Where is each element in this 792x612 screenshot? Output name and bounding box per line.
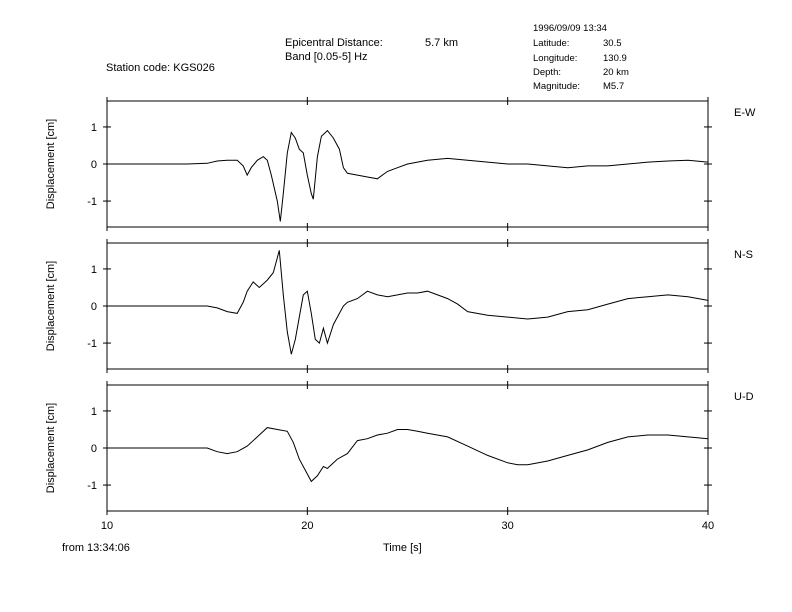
y-tick-label: 1 [91, 406, 97, 418]
station-code-value: KGS026 [173, 62, 215, 74]
depth-label: Depth: [533, 67, 561, 78]
x-tick-label: 30 [502, 520, 514, 532]
epicentral-distance-value: 5.7 km [425, 37, 459, 49]
band-label: Band [0.05-5] Hz [285, 51, 368, 63]
y-tick-label: 0 [91, 301, 97, 313]
y-tick-label: 1 [91, 264, 97, 276]
x-tick-label: 40 [702, 520, 714, 532]
component-label-ns: N-S [734, 249, 753, 261]
panel-ns: 1 0 -1 Displacement [cm] [45, 239, 712, 373]
y-tick-label: 0 [91, 159, 97, 171]
y-tick-label: 1 [91, 122, 97, 134]
start-time-label: from 13:34:06 [62, 542, 130, 554]
depth-value: 20 km [603, 67, 629, 78]
x-tick-label: 10 [101, 520, 113, 532]
y-tick-label: -1 [87, 196, 97, 208]
latitude-label: Latitude: [533, 38, 570, 49]
longitude-label: Longitude: [533, 53, 578, 64]
y-axis-label: Displacement [cm] [45, 119, 57, 209]
waveform-ud [107, 427, 709, 483]
latitude-value: 30.5 [603, 38, 622, 49]
y-tick-label: -1 [87, 338, 97, 350]
station-code: Station code: KGS026 [106, 63, 215, 74]
x-tick-label: 20 [301, 520, 313, 532]
y-tick-label: 0 [91, 443, 97, 455]
x-axis-label: Time [s] [383, 542, 422, 554]
y-axis-label: Displacement [cm] [45, 261, 57, 351]
y-axis-label: Displacement [cm] [45, 403, 57, 493]
magnitude-label: Magnitude: [533, 81, 581, 92]
station-code-label: Station code: [106, 62, 171, 74]
waveform-ew [107, 129, 709, 222]
component-label-ud: U-D [734, 391, 754, 403]
panel-ew: 1 0 -1 Displacement [cm] [45, 97, 712, 231]
waveform-ns [107, 250, 709, 355]
epicentral-distance-label: Epicentral Distance: [285, 37, 383, 49]
longitude-value: 130.9 [603, 53, 627, 64]
magnitude-value: M5.7 [603, 81, 625, 92]
y-tick-label: -1 [87, 480, 97, 492]
event-datetime: 1996/09/09 13:34 [533, 23, 607, 34]
panel-ud: 1 0 -1 Displacement [cm] [45, 381, 712, 515]
component-label-ew: E-W [734, 107, 756, 119]
